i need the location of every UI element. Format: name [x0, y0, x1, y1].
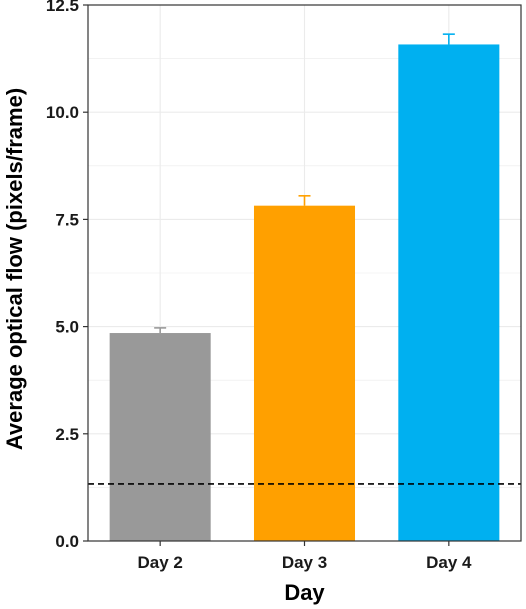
y-tick-label: 5.0	[55, 318, 79, 337]
bar	[253, 205, 356, 541]
bar	[109, 333, 211, 541]
x-tick-label: Day 2	[137, 553, 182, 572]
y-tick-label: 2.5	[55, 425, 79, 444]
y-tick-label: 10.0	[46, 103, 79, 122]
y-axis-title: Average optical flow (pixels/frame)	[2, 88, 27, 450]
y-tick-label: 12.5	[46, 0, 79, 15]
x-axis-title: Day	[284, 580, 325, 605]
bars	[88, 44, 521, 542]
y-axis-ticks: 0.0 2.5 5.0 7.5 10.0 12.5	[46, 0, 88, 551]
x-tick-label: Day 4	[426, 553, 472, 572]
x-axis-ticks: Day 2 Day 3 Day 4	[137, 541, 472, 572]
y-tick-label: 7.5	[55, 210, 79, 229]
x-tick-label: Day 3	[282, 553, 327, 572]
y-tick-label: 0.0	[55, 532, 79, 551]
bar	[398, 44, 500, 542]
error-bars	[154, 33, 455, 334]
